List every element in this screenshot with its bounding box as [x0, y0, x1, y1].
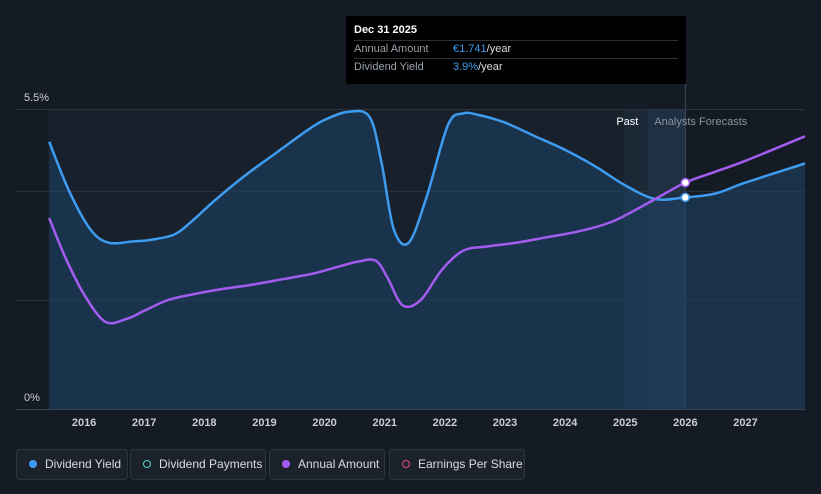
- x-tick-label: 2017: [132, 417, 156, 429]
- y-tick-label: 5.5%: [24, 92, 49, 104]
- tooltip-amount-unit: /year: [486, 43, 512, 55]
- legend-ring-icon: [402, 460, 410, 468]
- legend-annual-amount[interactable]: Annual Amount: [269, 449, 385, 480]
- past-label: Past: [616, 116, 638, 128]
- annual-amount-line: [48, 135, 806, 325]
- x-tick-label: 2026: [673, 417, 697, 429]
- tooltip-amount-value: €1.741: [453, 43, 487, 55]
- dividend-yield-area: [49, 110, 805, 410]
- x-tick-label: 2020: [312, 417, 336, 429]
- tooltip-dividend-yield: Dividend Yield 3.9%/year: [354, 58, 678, 76]
- legend-earnings-per-share[interactable]: Earnings Per Share: [389, 449, 525, 480]
- x-tick-label: 2023: [493, 417, 517, 429]
- x-tick-label: 2016: [72, 417, 96, 429]
- tooltip-yield-value: 3.9%: [453, 61, 479, 73]
- legend-ring-icon: [143, 460, 151, 468]
- chart-tooltip: Dec 31 2025 Annual Amount €1.741/year Di…: [346, 16, 686, 84]
- x-tick-label: 2022: [433, 417, 457, 429]
- forecast-label: Analysts Forecasts: [654, 116, 747, 128]
- x-tick-label: 2025: [613, 417, 637, 429]
- x-tick-label: 2019: [252, 417, 276, 429]
- x-tick-label: 2027: [733, 417, 757, 429]
- tooltip-yield-unit: /year: [478, 61, 503, 73]
- legend-dividend-payments[interactable]: Dividend Payments: [130, 449, 266, 480]
- tooltip-date: Dec 31 2025: [354, 24, 417, 36]
- legend-dot-icon: [29, 460, 37, 468]
- y-tick-label: 0%: [24, 392, 40, 404]
- highlight-point: [680, 192, 691, 203]
- x-tick-label: 2021: [372, 417, 396, 429]
- highlight-point: [680, 177, 691, 188]
- legend-dividend-yield[interactable]: Dividend Yield: [16, 449, 128, 480]
- tooltip-yield-label: Dividend Yield: [354, 61, 424, 73]
- x-tick-label: 2024: [553, 417, 578, 429]
- legend-dot-icon: [282, 460, 290, 468]
- tooltip-amount-label: Annual Amount: [354, 43, 429, 55]
- x-tick-label: 2018: [192, 417, 216, 429]
- tooltip-annual-amount: Annual Amount €1.741/year: [354, 40, 678, 58]
- dividend-yield-line: [48, 109, 806, 246]
